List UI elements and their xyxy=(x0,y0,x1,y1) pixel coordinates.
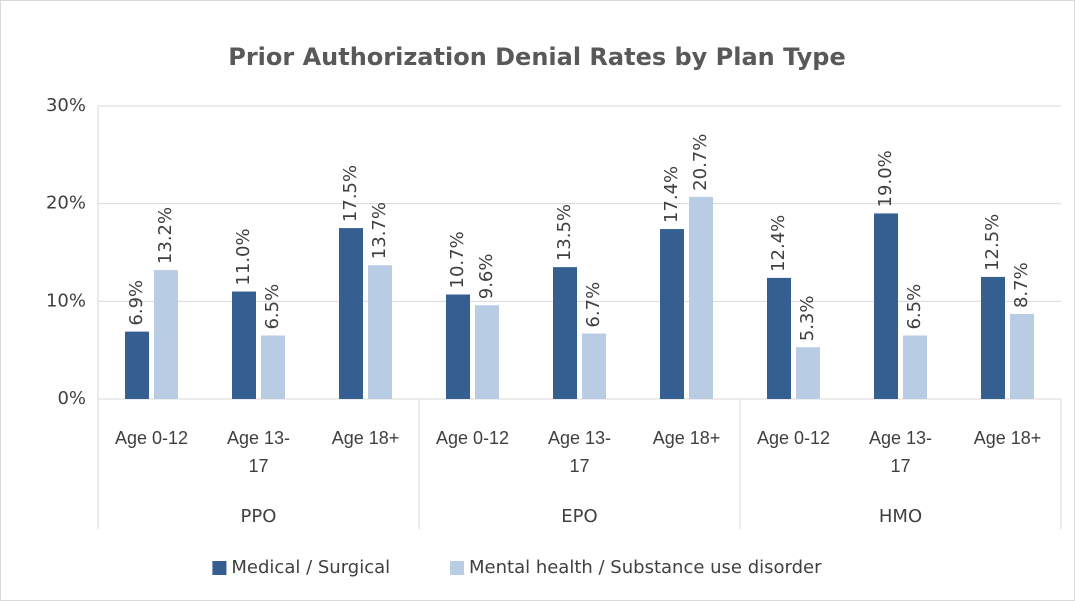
data-label: 17.4% xyxy=(661,166,682,223)
legend-swatch xyxy=(450,561,464,575)
bar xyxy=(981,276,1005,399)
x-tick-label: Age 18+ xyxy=(973,428,1042,448)
data-label: 12.4% xyxy=(768,215,789,272)
data-label: 10.7% xyxy=(447,231,468,288)
chart-title: Prior Authorization Denial Rates by Plan… xyxy=(228,43,846,71)
data-label: 19.0% xyxy=(875,150,896,207)
x-tick-label: Age 0-12 xyxy=(114,428,189,448)
x-tick-label: Age 18+ xyxy=(331,428,400,448)
data-label: 8.7% xyxy=(1011,262,1032,308)
bar xyxy=(767,277,791,399)
x-tick-label: Age 13-17 xyxy=(547,428,612,476)
y-tick-label: 0% xyxy=(57,388,86,409)
legend-label: Medical / Surgical xyxy=(231,557,390,578)
x-tick-label: Age 13-17 xyxy=(868,428,933,476)
data-label: 9.6% xyxy=(476,254,497,300)
bar xyxy=(689,196,713,399)
data-label: 13.7% xyxy=(369,202,390,259)
bar xyxy=(660,229,684,399)
bar xyxy=(339,228,363,399)
data-label: 6.9% xyxy=(126,280,147,326)
y-tick-label: 10% xyxy=(46,290,86,311)
bar xyxy=(368,265,392,399)
x-tick-label: Age 18+ xyxy=(652,428,721,448)
bar xyxy=(796,347,820,399)
bar xyxy=(446,294,470,399)
bar xyxy=(1010,314,1034,399)
data-label: 20.7% xyxy=(690,134,711,191)
bar xyxy=(553,267,577,399)
legend-label: Mental health / Substance use disorder xyxy=(469,557,822,578)
bar xyxy=(261,335,285,399)
group-label: PPO xyxy=(241,506,277,527)
group-label: HMO xyxy=(879,506,922,527)
data-label: 17.5% xyxy=(340,165,361,222)
data-label: 13.5% xyxy=(554,204,575,261)
bar xyxy=(475,305,499,399)
bar xyxy=(154,270,178,399)
x-tick-label: Age 0-12 xyxy=(756,428,831,448)
group-label: EPO xyxy=(561,506,597,527)
data-label: 6.7% xyxy=(583,282,604,328)
bar xyxy=(125,331,149,399)
legend-swatch xyxy=(212,561,227,575)
bar xyxy=(903,335,927,399)
data-label: 12.5% xyxy=(982,214,1003,271)
x-tick-label: Age 13-17 xyxy=(226,428,291,476)
data-label: 13.2% xyxy=(155,207,176,264)
y-tick-label: 30% xyxy=(46,95,86,116)
data-label: 5.3% xyxy=(797,296,818,342)
bar xyxy=(582,333,606,399)
data-label: 6.5% xyxy=(904,284,925,330)
data-label: 6.5% xyxy=(262,284,283,330)
y-tick-label: 20% xyxy=(46,193,86,214)
x-tick-label: Age 0-12 xyxy=(435,428,510,448)
bar xyxy=(874,213,898,399)
data-label: 11.0% xyxy=(233,228,254,285)
bar xyxy=(232,291,256,399)
